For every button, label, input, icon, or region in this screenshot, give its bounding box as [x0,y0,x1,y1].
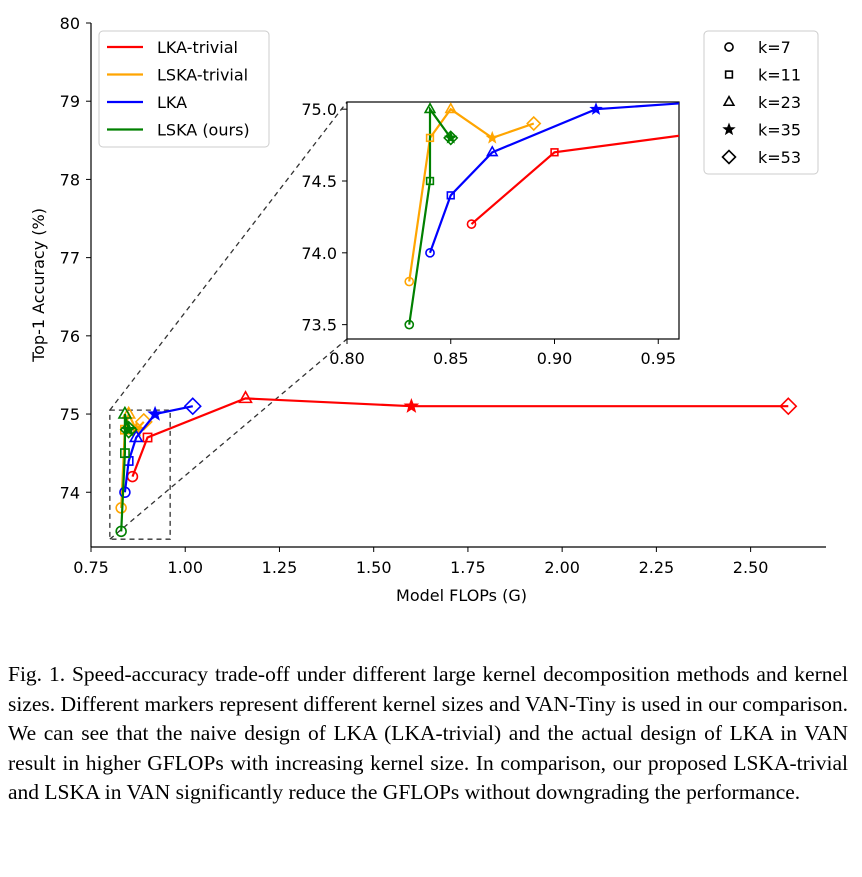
data-point [119,486,131,499]
legend-label: LKA [157,93,187,112]
inset-data-point [443,130,459,146]
x-tick-label: 2.25 [639,558,675,577]
legend-label: LSKA (ours) [157,121,250,140]
legend-label: LSKA-trivial [157,66,248,85]
inset-y-tick-label: 74.0 [301,244,337,263]
x-tick-label: 1.50 [356,558,392,577]
legend-label: k=23 [758,93,801,112]
inset-y-tick-label: 75.0 [301,100,337,119]
x-tick-label: 1.25 [262,558,298,577]
zoom-region-box [109,409,171,540]
data-point [183,397,202,416]
y-tick-label: 75 [60,405,80,424]
data-point [779,397,798,416]
x-tick-label: 0.75 [73,558,109,577]
x-tick-label: 2.00 [544,558,580,577]
inset-series-line [470,134,679,225]
inset-data-point [466,219,477,229]
x-axis-label: Model FLOPs (G) [396,586,527,605]
y-axis-label: Top-1 Accuracy (%) [29,208,48,363]
y-tick-label: 79 [60,92,80,111]
inset-x-tick-label: 0.90 [537,349,573,368]
y-tick-label: 78 [60,170,80,189]
series-line [123,405,194,493]
inset-data-point [444,102,457,114]
inset-y-tick-label: 74.5 [301,172,337,191]
data-point [126,470,139,483]
inset-data-point [425,133,435,143]
legend-marker [721,149,737,165]
inset-data-point [404,276,415,287]
inset-frame [346,101,680,340]
inset-series-line [408,107,535,282]
inset-data-point [486,145,499,157]
data-point [238,390,253,404]
inset-x-tick-label: 0.95 [640,349,676,368]
zoom-connector-line [109,338,348,540]
inset-data-point [404,319,415,330]
y-tick-label: 76 [60,327,80,346]
data-point [128,429,144,443]
inset-series-line [428,102,679,254]
x-tick-label: 2.50 [733,558,769,577]
inset-data-point [485,130,499,144]
inset-x-tick-label: 0.85 [433,349,469,368]
inset-y-tick-label: 73.5 [301,316,337,335]
legend-label: k=7 [758,38,791,57]
x-tick-label: 1.75 [450,558,486,577]
inset-data-point [425,176,435,186]
legend-marker [724,42,734,52]
data-point [403,397,420,413]
legend-label: k=11 [758,66,801,85]
inset-plot-area [404,102,679,330]
y-tick-label: 80 [60,14,80,33]
zoom-connector-line [109,101,348,411]
y-tick-label: 77 [60,249,80,268]
data-point [119,448,130,459]
inset-series-line [408,105,452,325]
data-point [142,432,153,443]
inset-data-point [425,247,435,258]
data-point [147,405,163,421]
inset-data-point [446,191,455,200]
legend-label: k=53 [758,148,801,167]
figure-caption: Fig. 1. Speed-accuracy trade-off under d… [8,662,848,804]
inset-x-tick-label: 0.80 [329,349,365,368]
inset-data-point [550,148,559,157]
inset-data-point [526,115,542,132]
data-point [119,420,138,439]
y-tick-label: 74 [60,483,80,502]
data-point [117,405,133,419]
legend-marker [724,70,734,79]
marker-legend-box [703,30,819,175]
series-legend-box [98,30,270,148]
series-line [131,397,789,477]
data-point [115,525,127,538]
legend-label: LKA-trivial [157,38,238,57]
inset-data-point [589,102,603,115]
chart: 0.75 1.00 1.25 1.50 1.75 2.00 2.25 2.50 74 75 76 77… [29,14,826,605]
inset-data-point [423,102,437,114]
legend-marker [722,122,736,136]
legend-label: k=35 [758,121,801,140]
legend-marker [722,94,736,107]
x-tick-label: 1.00 [167,558,203,577]
